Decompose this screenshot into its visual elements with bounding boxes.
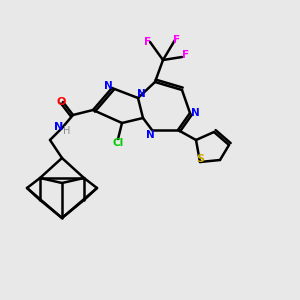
- Text: N: N: [190, 108, 200, 118]
- Text: H: H: [63, 126, 71, 136]
- Text: N: N: [54, 122, 64, 132]
- Text: F: F: [173, 35, 181, 45]
- Text: F: F: [144, 37, 152, 47]
- Text: Cl: Cl: [112, 138, 124, 148]
- Text: F: F: [182, 50, 190, 60]
- Text: N: N: [146, 130, 154, 140]
- Text: N: N: [136, 89, 146, 99]
- Text: O: O: [56, 97, 66, 107]
- Text: N: N: [103, 81, 112, 91]
- Text: S: S: [196, 154, 204, 164]
